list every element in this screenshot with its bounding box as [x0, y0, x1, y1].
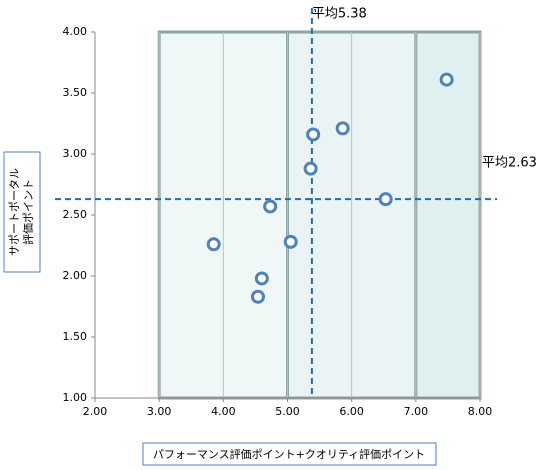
x-axis-label: パフォーマンス評価ポイント+クオリティ評価ポイント — [153, 447, 425, 461]
x-tick-label: 3.00 — [147, 405, 172, 418]
point — [306, 127, 321, 142]
point — [439, 72, 454, 87]
y-axis-label: サポートポータル 評価ポイント — [8, 168, 35, 256]
avg-x-label: 平均5.38 — [312, 7, 367, 22]
point — [283, 234, 298, 249]
y-tick-label: 4.00 — [63, 25, 88, 38]
x-tick-label: 5.00 — [275, 405, 300, 418]
y-tick-label: 3.50 — [63, 86, 88, 99]
x-tick-label: 6.00 — [339, 405, 364, 418]
x-tick-label: 2.00 — [83, 405, 108, 418]
y-tick-label: 3.00 — [63, 147, 88, 160]
y-label-box — [3, 151, 41, 273]
point — [263, 199, 278, 214]
y-tick-label: 1.00 — [63, 391, 88, 404]
point — [335, 121, 350, 136]
point — [254, 271, 269, 286]
band — [414, 30, 482, 400]
point — [250, 289, 265, 304]
y-tick-label: 1.50 — [63, 330, 88, 343]
avg-y-label: 平均2.63 — [482, 156, 537, 171]
x-tick-label: 8.00 — [468, 405, 493, 418]
point — [303, 161, 318, 176]
point — [206, 237, 221, 252]
point — [378, 192, 393, 207]
x-tick-label: 7.00 — [404, 405, 429, 418]
x-label-box — [142, 442, 437, 466]
y-label-line: サポートポータル — [8, 168, 21, 256]
y-tick-label: 2.50 — [63, 208, 88, 221]
x-tick-label: 4.00 — [211, 405, 236, 418]
y-tick-label: 2.00 — [63, 269, 88, 282]
y-label-line: 評価ポイント — [21, 179, 35, 245]
